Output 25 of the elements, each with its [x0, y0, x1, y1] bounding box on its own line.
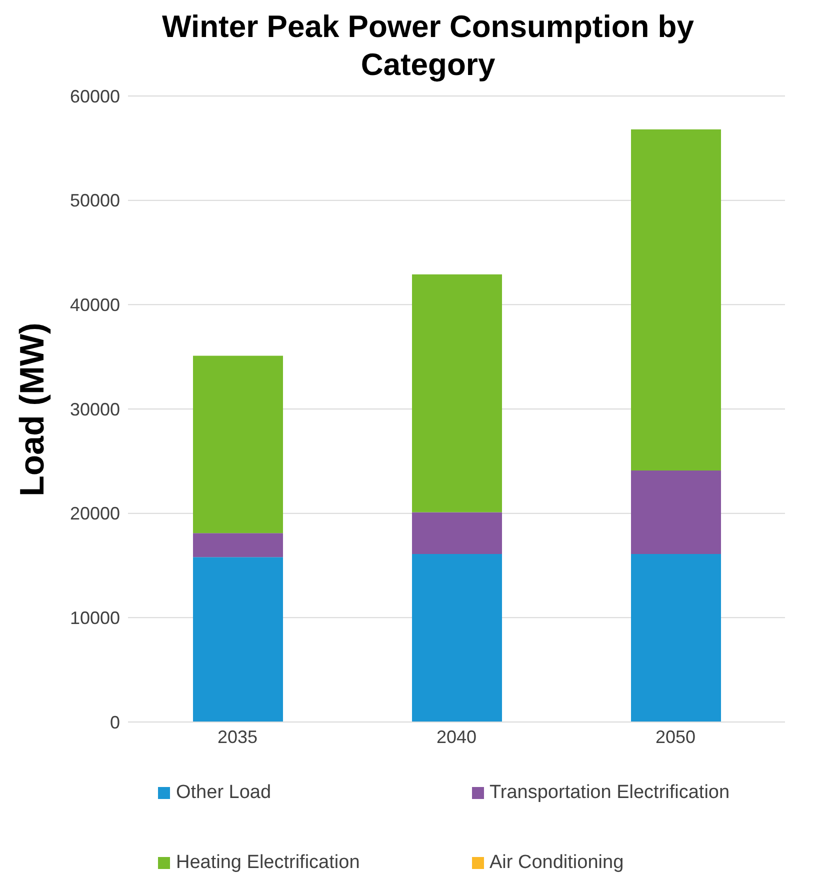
legend-label: Other Load: [175, 782, 272, 804]
y-tick-label: 30000: [70, 399, 120, 420]
x-tick-label: 2035: [217, 726, 258, 747]
bar: [631, 554, 721, 722]
bar: [193, 356, 283, 534]
bar: [412, 512, 502, 554]
chart-title: Winter Peak Power Consumption by Category: [161, 8, 695, 84]
y-tick-label: 10000: [70, 608, 120, 628]
y-axis-title: Load (MW): [14, 322, 52, 496]
legend-label: Heating Electrification: [175, 852, 361, 874]
y-tick-label: 40000: [70, 295, 120, 316]
y-tick-label: 60000: [70, 86, 120, 106]
legend-label: Air Conditioning: [488, 852, 625, 874]
bar: [412, 274, 502, 512]
y-tick-label: 20000: [70, 504, 120, 524]
bar: [193, 557, 283, 722]
y-tick-label: 50000: [70, 190, 120, 211]
bar: [631, 129, 721, 471]
x-tick-label: 2040: [436, 726, 477, 747]
bar: [412, 554, 502, 722]
legend-label: Transportation Electrification: [488, 782, 731, 804]
bar: [193, 533, 283, 558]
x-tick-label: 2050: [655, 726, 696, 747]
y-tick-label: 0: [110, 712, 120, 732]
bar: [631, 470, 721, 554]
